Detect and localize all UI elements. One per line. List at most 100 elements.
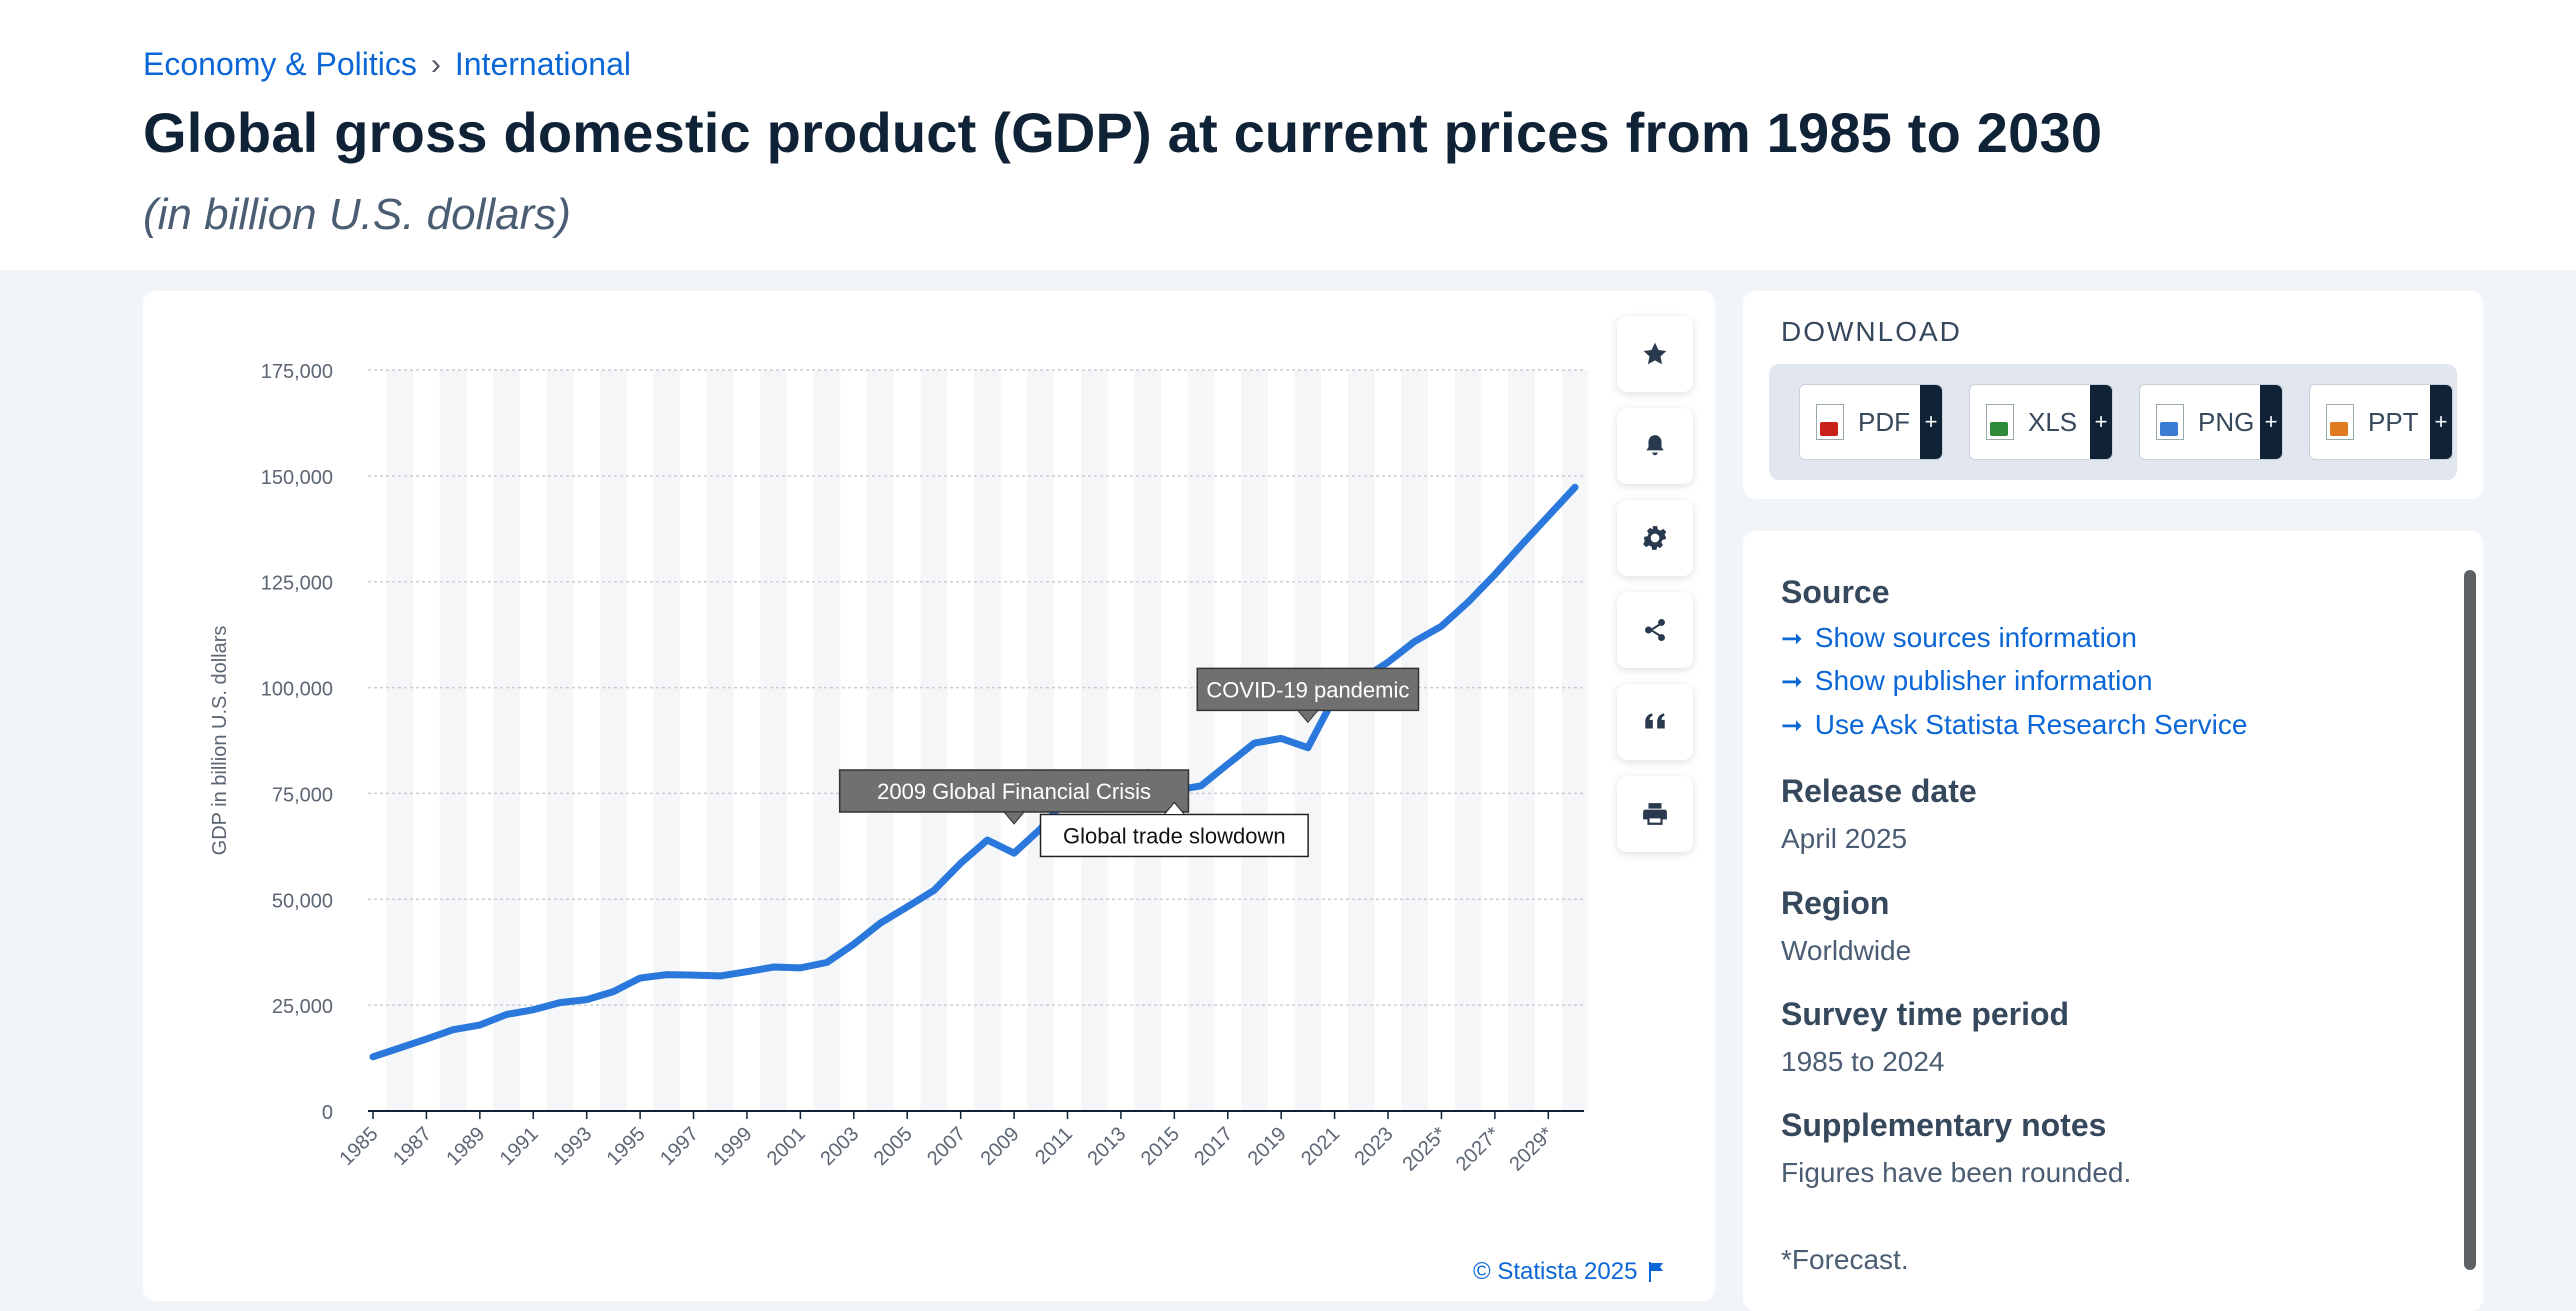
annotation-pointer xyxy=(1296,709,1319,724)
chart-band xyxy=(1401,370,1429,1111)
gdp-data-point xyxy=(984,837,990,843)
x-tick-label: 1987 xyxy=(389,1123,436,1170)
y-axis-label: GDP in billion U.S. dollars xyxy=(209,626,231,856)
download-png-plus[interactable]: + xyxy=(2260,385,2282,459)
share-button[interactable] xyxy=(1617,592,1693,668)
gear-icon xyxy=(1643,526,1667,550)
x-tick-label: 2025* xyxy=(1398,1123,1451,1176)
gdp-data-point xyxy=(370,1054,376,1060)
x-tick-label: 2013 xyxy=(1083,1123,1130,1170)
star-icon xyxy=(1643,342,1667,365)
download-pdf-button[interactable]: PDF + xyxy=(1799,384,1943,460)
gdp-data-point xyxy=(530,1007,536,1013)
y-tick-label: 175,000 xyxy=(261,361,333,383)
chart-band xyxy=(1561,370,1589,1111)
x-tick-label: 2021 xyxy=(1297,1123,1344,1170)
breadcrumb: Economy & Politics › International xyxy=(143,46,631,83)
breadcrumb-separator: › xyxy=(430,47,441,81)
gdp-data-point xyxy=(1225,761,1231,767)
printer-icon xyxy=(1643,803,1667,825)
pdf-file-icon xyxy=(1816,404,1844,440)
x-tick-label: 2011 xyxy=(1031,1123,1077,1169)
gdp-data-point xyxy=(691,972,697,978)
chart-band xyxy=(439,370,467,1111)
gdp-data-point xyxy=(664,972,670,978)
release-date-value: April 2025 xyxy=(1781,823,1908,854)
gdp-data-point xyxy=(1545,513,1551,519)
notification-button[interactable] xyxy=(1617,408,1693,484)
favorite-button[interactable] xyxy=(1617,316,1693,392)
y-tick-label: 150,000 xyxy=(261,467,333,489)
gdp-data-point xyxy=(423,1036,429,1042)
y-tick-label: 0 xyxy=(322,1102,333,1124)
print-button[interactable] xyxy=(1617,776,1693,852)
ask-statista-link[interactable]: ➞ Use Ask Statista Research Service xyxy=(1781,709,2247,741)
survey-period-value: 1985 to 2024 xyxy=(1781,1046,1945,1077)
gdp-data-point xyxy=(1465,599,1471,605)
gdp-data-point xyxy=(958,860,964,866)
page-subtitle: (in billion U.S. dollars) xyxy=(143,190,571,239)
chart-band xyxy=(493,370,520,1111)
statistic-info-panel: Source ➞ Show sources information ➞ Show… xyxy=(1743,531,2483,1311)
arrow-right-icon: ➞ xyxy=(1781,665,1803,696)
y-tick-label: 100,000 xyxy=(261,679,333,701)
download-title: DOWNLOAD xyxy=(1781,316,1962,347)
gdp-data-point xyxy=(584,997,590,1003)
x-tick-label: 2023 xyxy=(1351,1123,1398,1170)
settings-button[interactable] xyxy=(1617,500,1693,576)
breadcrumb-international[interactable]: International xyxy=(454,46,631,82)
png-file-icon xyxy=(2156,404,2184,440)
gdp-data-point xyxy=(744,969,750,975)
copyright-link[interactable]: © Statista 2025 xyxy=(1473,1258,1665,1286)
download-panel: DOWNLOAD PDF + XLS + PNG + PPT + xyxy=(1743,291,2483,499)
chart-band xyxy=(1454,370,1482,1111)
chart-card: 0 25,000 50,000 75,000 100,000 125,000 150,000… xyxy=(143,291,1715,1301)
show-publisher-label: Show publisher information xyxy=(1814,665,2153,696)
share-icon xyxy=(1645,618,1665,642)
x-tick-label: 2019 xyxy=(1244,1123,1291,1170)
x-tick-label: 2007 xyxy=(923,1123,970,1170)
x-tick-label: 1991 xyxy=(496,1123,543,1170)
download-pdf-plus[interactable]: + xyxy=(1920,385,1942,459)
chart-band xyxy=(706,370,734,1111)
annotation-label: 2009 Global Financial Crisis xyxy=(877,779,1151,804)
cite-button[interactable] xyxy=(1617,684,1693,760)
x-tick-label: 2009 xyxy=(977,1123,1024,1170)
show-sources-link[interactable]: ➞ Show sources information xyxy=(1781,622,2137,654)
gdp-data-point xyxy=(504,1011,510,1017)
x-tick-label: 1993 xyxy=(549,1123,596,1170)
download-ppt-plus[interactable]: + xyxy=(2430,385,2452,459)
x-tick-label: 1995 xyxy=(603,1123,650,1170)
bell-icon xyxy=(1646,435,1664,456)
y-tick-label: 125,000 xyxy=(261,573,333,595)
annotation-label: Global trade slowdown xyxy=(1063,823,1286,848)
x-tick-label: 2015 xyxy=(1137,1123,1184,1170)
download-xls-plus[interactable]: + xyxy=(2090,385,2112,459)
chart-band xyxy=(386,370,414,1111)
chart-band xyxy=(760,370,788,1111)
header-background xyxy=(0,0,2576,270)
show-publisher-link[interactable]: ➞ Show publisher information xyxy=(1781,665,2153,697)
annotation-box xyxy=(838,769,1190,813)
gdp-data-point xyxy=(1305,745,1311,751)
download-png-button[interactable]: PNG + xyxy=(2139,384,2283,460)
gdp-data-point xyxy=(1251,740,1257,746)
chart-band xyxy=(546,370,574,1111)
x-tick-label: 2003 xyxy=(816,1123,863,1170)
source-heading: Source xyxy=(1781,574,1890,610)
x-tick-label: 2029* xyxy=(1505,1123,1558,1176)
gdp-data-point xyxy=(1011,850,1017,856)
breadcrumb-economy-politics[interactable]: Economy & Politics xyxy=(143,46,417,82)
download-ppt-button[interactable]: PPT + xyxy=(2309,384,2453,460)
gdp-data-point xyxy=(1519,542,1525,548)
y-tick-label: 25,000 xyxy=(272,996,333,1018)
gdp-data-point xyxy=(904,904,910,910)
annotation-pointer xyxy=(1002,811,1026,825)
x-tick-label: 2005 xyxy=(870,1123,917,1170)
gdp-data-point xyxy=(717,973,723,979)
page-title: Global gross domestic product (GDP) at c… xyxy=(143,101,2103,164)
download-xls-button[interactable]: XLS + xyxy=(1969,384,2113,460)
info-panel-scrollbar[interactable] xyxy=(2464,570,2476,1270)
chart-band xyxy=(974,370,1001,1111)
gdp-data-point xyxy=(1572,484,1578,490)
